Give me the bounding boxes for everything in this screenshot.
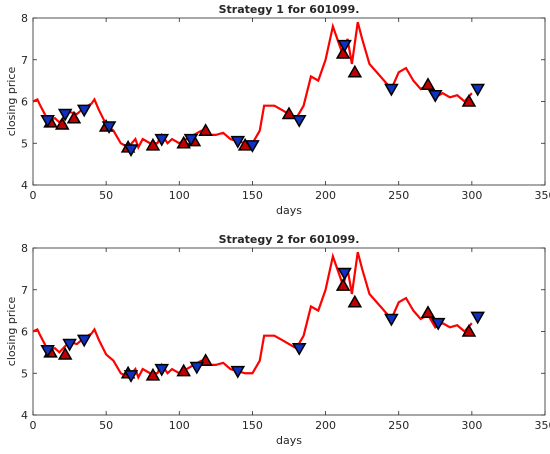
buy-marker	[198, 123, 213, 136]
buy-marker	[420, 305, 436, 318]
x-tick-label: 350	[535, 189, 550, 202]
x-axis-label: days	[276, 434, 302, 447]
x-tick-label: 200	[315, 189, 336, 202]
buy-marker	[66, 110, 82, 124]
buy-marker	[347, 64, 363, 78]
sell-marker	[123, 370, 139, 383]
sell-marker	[337, 39, 352, 53]
y-tick-label: 6	[21, 96, 28, 109]
sell-marker	[291, 342, 307, 356]
x-tick-label: 300	[461, 419, 482, 432]
buy-marker	[461, 323, 477, 337]
sell-marker	[40, 345, 55, 358]
x-tick-label: 0	[30, 189, 37, 202]
sell-marker	[76, 334, 92, 348]
y-tick-label: 7	[21, 284, 28, 297]
sell-marker	[245, 140, 260, 153]
chart-title: Strategy 2 for 601099.	[219, 233, 360, 246]
buy-marker	[281, 106, 297, 120]
y-tick-label: 7	[21, 54, 28, 67]
sell-marker	[57, 108, 73, 122]
y-tick-label: 5	[21, 137, 28, 150]
x-tick-label: 50	[99, 189, 113, 202]
buy-marker	[347, 294, 363, 308]
plot-area	[32, 17, 546, 186]
x-tick-label: 250	[388, 419, 409, 432]
sell-marker	[291, 115, 307, 128]
y-tick-label: 6	[21, 326, 28, 339]
sell-marker	[62, 338, 77, 352]
buy-marker	[145, 367, 161, 381]
sell-marker	[384, 313, 399, 327]
y-tick-label: 4	[21, 409, 28, 422]
buy-marker	[57, 346, 73, 360]
buy-marker	[335, 278, 351, 291]
sell-marker	[427, 89, 443, 103]
x-tick-label: 300	[461, 189, 482, 202]
y-tick-label: 8	[21, 242, 28, 255]
x-tick-label: 350	[535, 419, 550, 432]
sell-marker	[189, 361, 205, 375]
x-tick-label: 100	[169, 419, 190, 432]
sell-marker	[384, 83, 399, 97]
x-tick-label: 250	[388, 189, 409, 202]
sell-marker	[430, 317, 446, 331]
x-tick-label: 150	[242, 189, 263, 202]
x-tick-label: 100	[169, 189, 190, 202]
x-tick-label: 200	[315, 419, 336, 432]
sell-marker	[230, 365, 246, 379]
buy-marker	[176, 135, 191, 149]
sell-marker	[101, 121, 117, 135]
y-axis-label: closing price	[5, 297, 18, 367]
sell-marker	[154, 133, 170, 147]
x-tick-label: 150	[242, 419, 263, 432]
sell-marker	[470, 83, 486, 97]
y-axis-label: closing price	[5, 67, 18, 137]
plot-area	[32, 247, 546, 416]
sell-marker	[183, 133, 199, 147]
y-tick-label: 5	[21, 367, 28, 380]
sell-marker	[470, 311, 486, 325]
buy-marker	[335, 45, 351, 59]
buy-marker	[145, 137, 161, 151]
buy-marker	[176, 363, 191, 377]
x-tick-label: 0	[30, 419, 37, 432]
chart-title: Strategy 1 for 601099.	[219, 3, 360, 16]
sell-marker	[337, 267, 352, 281]
buy-marker	[420, 77, 436, 91]
buy-marker	[461, 93, 477, 107]
sell-marker	[123, 144, 139, 158]
sell-marker	[40, 115, 55, 128]
y-tick-label: 8	[21, 12, 28, 25]
sell-marker	[230, 135, 246, 149]
sell-marker	[76, 104, 92, 118]
x-axis-label: days	[276, 204, 302, 217]
y-tick-label: 4	[21, 179, 28, 192]
buy-marker	[54, 116, 70, 130]
x-tick-label: 50	[99, 419, 113, 432]
sell-marker	[154, 363, 170, 377]
